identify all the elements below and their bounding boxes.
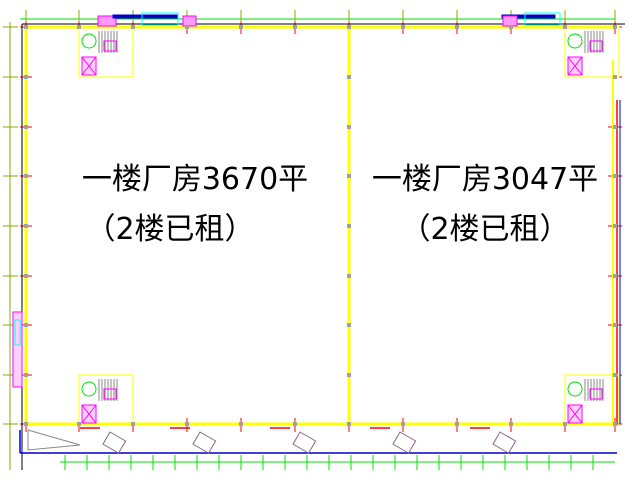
elevator-cross: [567, 56, 583, 76]
stair-rail: [589, 40, 603, 52]
column: [613, 125, 617, 129]
column: [563, 25, 567, 29]
window: [524, 12, 561, 26]
column: [185, 25, 189, 29]
stair-rail: [589, 388, 603, 400]
column: [347, 224, 351, 228]
column: [347, 25, 351, 29]
column: [24, 323, 28, 327]
column: [239, 25, 243, 29]
column: [401, 25, 405, 29]
column: [347, 125, 351, 129]
column: [131, 422, 135, 426]
stair-marker: [567, 381, 583, 397]
column: [455, 422, 459, 426]
column: [347, 174, 351, 178]
stair-marker: [567, 33, 583, 49]
window: [112, 14, 179, 19]
column: [613, 323, 617, 327]
right-unit-title: 一楼厂房3047平: [371, 162, 599, 197]
side-stair: [12, 311, 23, 388]
column: [613, 224, 617, 228]
column: [401, 422, 405, 426]
column: [613, 274, 617, 278]
column: [24, 224, 28, 228]
entry-platform: [102, 431, 127, 454]
stair-rail: [103, 388, 117, 400]
window-frame: [182, 15, 197, 27]
stair-rail: [103, 40, 117, 52]
right-unit-note: （2楼已租）: [400, 212, 570, 247]
column: [347, 274, 351, 278]
column: [24, 125, 28, 129]
entry-platform: [392, 431, 417, 454]
column: [293, 25, 297, 29]
column: [77, 422, 81, 426]
elevator-cross: [81, 404, 97, 424]
entry-platform: [292, 431, 317, 454]
window: [141, 12, 179, 26]
column: [455, 25, 459, 29]
elevator-cross: [81, 56, 97, 76]
column: [239, 422, 243, 426]
column: [613, 174, 617, 178]
column: [563, 422, 567, 426]
core-wall: [78, 374, 134, 426]
column: [347, 422, 351, 426]
elevator-cross: [567, 404, 583, 424]
window-frame: [502, 15, 518, 27]
column: [509, 25, 513, 29]
window: [501, 14, 556, 19]
left-unit-title: 一楼厂房3670平: [81, 162, 309, 197]
column: [24, 422, 28, 426]
column: [613, 373, 617, 377]
column: [509, 422, 513, 426]
column: [613, 422, 617, 426]
column: [24, 75, 28, 79]
column: [24, 25, 28, 29]
column: [613, 25, 617, 29]
core-wall: [564, 26, 620, 78]
window-frame: [97, 15, 117, 27]
column: [185, 422, 189, 426]
left-unit-note: （2楼已租）: [85, 212, 255, 247]
stair-marker: [81, 381, 97, 397]
stair-marker: [81, 33, 97, 49]
column: [131, 25, 135, 29]
column: [347, 75, 351, 79]
column: [347, 373, 351, 377]
core-wall: [564, 374, 620, 426]
column: [24, 373, 28, 377]
column: [347, 323, 351, 327]
column: [77, 25, 81, 29]
column: [24, 174, 28, 178]
ramp: [27, 429, 81, 451]
core-wall: [78, 26, 134, 78]
entry-platform: [492, 431, 517, 454]
column: [293, 422, 297, 426]
window: [14, 319, 21, 346]
column: [613, 75, 617, 79]
column: [24, 274, 28, 278]
entry-platform: [192, 431, 217, 454]
